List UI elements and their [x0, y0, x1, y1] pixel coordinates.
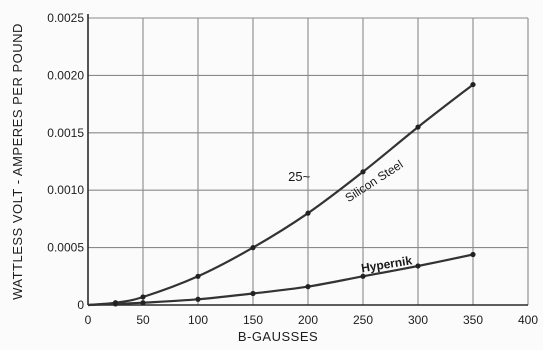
x-tick-label: 50 — [136, 313, 150, 327]
x-tick-label: 0 — [85, 313, 92, 327]
series-line-hypernik — [87, 253, 474, 307]
x-tick-label: 400 — [518, 313, 538, 327]
x-tick-label: 300 — [408, 313, 428, 327]
data-point-hypernik — [360, 273, 366, 279]
data-point-hypernik — [250, 290, 256, 297]
data-point-hypernik — [112, 301, 119, 307]
x-tick-label: 350 — [463, 313, 483, 327]
x-tick-label: 250 — [353, 313, 373, 327]
x-tick-label: 200 — [298, 313, 318, 327]
grid-layer — [88, 17, 529, 305]
y-tick-label: 0.0020 — [47, 68, 84, 82]
y-tick-label: 0.0015 — [47, 126, 84, 140]
data-point-silicon-steel — [250, 245, 256, 251]
data-point-silicon-steel — [470, 81, 476, 88]
y-tick-label: 0.0025 — [47, 11, 84, 25]
data-point-silicon-steel — [140, 294, 146, 300]
y-axis-title: WATTLESS VOLT - AMPERES PER POUND — [10, 23, 25, 300]
data-point-silicon-steel — [360, 169, 366, 175]
data-point-silicon-steel — [195, 273, 201, 279]
y-tick-label: 0 — [77, 298, 84, 312]
data-point-silicon-steel — [305, 210, 311, 216]
x-tick-label: 100 — [188, 313, 208, 327]
data-point-silicon-steel — [415, 124, 421, 130]
data-point-hypernik — [305, 284, 311, 290]
y-tick-label: 0.0005 — [47, 241, 84, 255]
ticks-layer: 0 50 100 150 200 250 300 350 400 0 0.0005 0.0010 0.0… — [47, 11, 538, 327]
x-axis-title: B-GAUSSES — [238, 329, 318, 344]
axes-layer — [87, 14, 528, 306]
x-tick-label: 150 — [243, 313, 263, 327]
data-point-hypernik — [470, 251, 476, 258]
data-point-hypernik — [140, 300, 146, 306]
data-point-hypernik — [415, 263, 421, 269]
frequency-annotation: 25~ — [288, 169, 310, 184]
series-line-silicon-steel — [87, 83, 474, 307]
data-point-hypernik — [195, 296, 201, 302]
y-tick-label: 0.0010 — [47, 183, 84, 197]
series-layer — [87, 81, 476, 307]
